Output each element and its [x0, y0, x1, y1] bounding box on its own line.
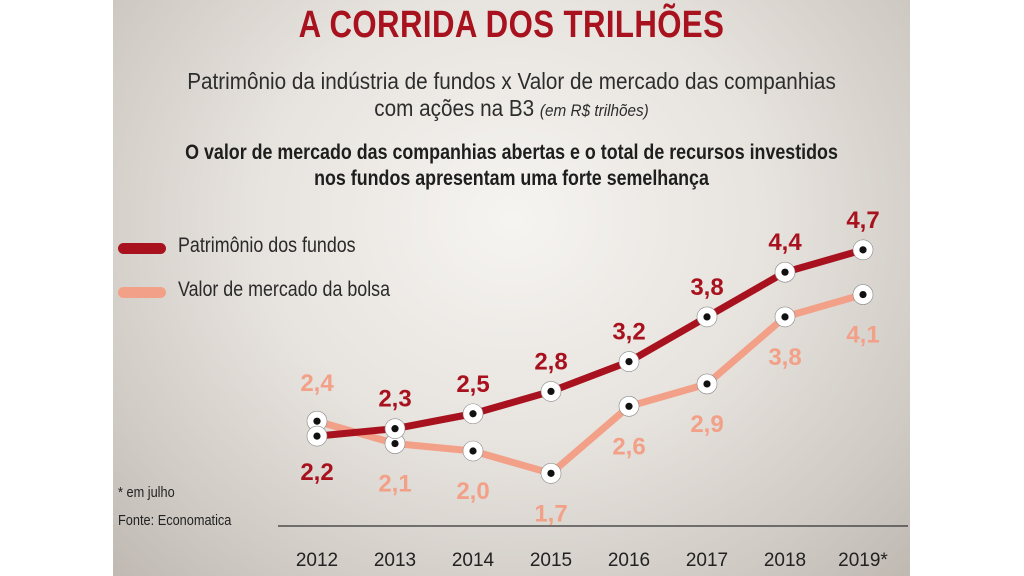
- point-marker-bolsa: [462, 440, 484, 462]
- point-marker-bolsa: [618, 395, 640, 417]
- value-label-bolsa: 2,0: [456, 478, 489, 505]
- point-marker-bolsa: [384, 433, 406, 454]
- point-marker-fundos: [774, 261, 796, 283]
- series-line-fundos: [313, 246, 867, 440]
- subtitle-line-1: Patrimônio da indústria de fundos x Valo…: [187, 68, 836, 94]
- chart-headline: O valor de mercado das companhias aberta…: [173, 140, 850, 192]
- x-tick-label: 2019*: [838, 550, 888, 571]
- x-tick-label: 2014: [452, 550, 495, 571]
- value-labels: 2,2 2,3 2,5 2,8 3,2 3,8 4,4 4,7 2,4 2,1 2,0 1,7 2,6 2…: [300, 207, 879, 527]
- value-label-bolsa: 2,4: [300, 370, 334, 397]
- value-label-fundos: 4,7: [846, 207, 879, 234]
- value-label-fundos: 3,8: [690, 274, 723, 301]
- point-marker-bolsa: [540, 463, 562, 484]
- line-chart: 2,2 2,3 2,5 2,8 3,2 3,8 4,4 4,7 2,4 2,1 2,0 1,7 2,6 2…: [278, 207, 908, 571]
- value-label-fundos: 2,2: [300, 459, 333, 486]
- legend-swatch-fundos: [118, 243, 166, 254]
- x-tick-label: 2015: [530, 550, 572, 571]
- footnote: * em julho: [118, 484, 175, 501]
- x-tick-label: 2018: [764, 550, 806, 571]
- headline-line-1: O valor de mercado das companhias aberta…: [185, 141, 838, 164]
- value-label-bolsa: 2,6: [612, 433, 645, 460]
- chart-title: A CORRIDA DOS TRILHÕES: [298, 4, 725, 46]
- point-marker-fundos: [540, 381, 562, 402]
- legend-label-bolsa: Valor de mercado da bolsa: [178, 278, 391, 301]
- legend-swatch-bolsa: [118, 287, 166, 298]
- value-label-fundos: 3,2: [612, 319, 645, 346]
- x-tick-label: 2013: [374, 550, 416, 571]
- value-label-bolsa: 4,1: [846, 322, 879, 349]
- subtitle-line-2: com ações na B3: [374, 95, 535, 121]
- point-marker-fundos: [384, 418, 406, 439]
- source-note: Fonte: Economatica: [118, 512, 232, 529]
- series-markers: [306, 239, 874, 484]
- value-label-fundos: 2,3: [378, 386, 411, 413]
- point-marker-bolsa: [306, 410, 328, 432]
- x-tick-label: 2016: [608, 550, 650, 571]
- point-marker-fundos: [852, 239, 874, 261]
- legend-label-fundos: Patrimônio dos fundos: [178, 234, 356, 257]
- subtitle-unit: (em R$ trilhões): [539, 101, 649, 120]
- value-label-fundos: 4,4: [768, 229, 802, 256]
- point-marker-bolsa: [852, 284, 874, 305]
- x-tick-labels: 2012 2013 2014 2015 2016 2017 2018 2019*: [296, 550, 889, 571]
- headline-line-2: nos fundos apresentam uma forte semelhan…: [314, 167, 709, 190]
- value-label-bolsa: 1,7: [534, 500, 567, 527]
- value-label-fundos: 2,8: [534, 348, 567, 375]
- point-marker-fundos: [618, 351, 640, 372]
- value-label-bolsa: 2,9: [690, 411, 723, 438]
- point-marker-fundos: [462, 403, 484, 425]
- value-label-bolsa: 3,8: [768, 344, 801, 371]
- x-tick-label: 2017: [686, 550, 728, 571]
- infographic-panel: A CORRIDA DOS TRILHÕES Patrimônio da ind…: [113, 0, 910, 576]
- chart-subtitle: Patrimônio da indústria de fundos x Valo…: [153, 68, 870, 124]
- point-marker-fundos: [306, 425, 328, 447]
- point-marker-bolsa: [774, 306, 796, 328]
- point-marker-fundos: [696, 306, 718, 328]
- value-label-bolsa: 2,1: [378, 471, 411, 498]
- series-line-bolsa: [313, 291, 867, 477]
- x-tick-label: 2012: [296, 550, 338, 571]
- value-label-fundos: 2,5: [456, 371, 489, 398]
- series-lines: [313, 246, 867, 477]
- point-marker-bolsa: [696, 373, 718, 395]
